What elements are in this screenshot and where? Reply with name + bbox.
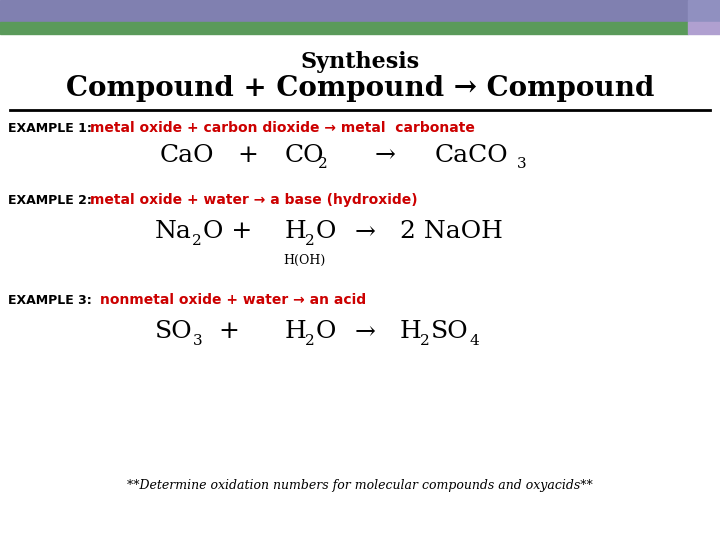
Text: SO: SO: [431, 321, 469, 343]
Text: 3: 3: [517, 157, 526, 171]
Text: 2: 2: [420, 334, 430, 348]
Bar: [688, 22, 720, 34]
Text: Synthesis: Synthesis: [300, 51, 420, 73]
Text: Compound + Compound → Compound: Compound + Compound → Compound: [66, 75, 654, 102]
Text: CaCO: CaCO: [435, 144, 508, 166]
Text: metal oxide + water → a base (hydroxide): metal oxide + water → a base (hydroxide): [90, 193, 418, 207]
Text: Na: Na: [155, 220, 192, 244]
Bar: [688, 0, 720, 22]
Text: 4: 4: [469, 334, 479, 348]
Text: 3: 3: [193, 334, 202, 348]
Text: 2: 2: [318, 157, 328, 171]
Text: →: →: [354, 220, 376, 244]
Text: H: H: [285, 321, 307, 343]
Text: SO: SO: [155, 321, 193, 343]
Text: O +: O +: [203, 220, 252, 244]
Text: H(OH): H(OH): [283, 253, 325, 267]
Text: →: →: [374, 144, 395, 166]
Text: H: H: [400, 321, 422, 343]
Text: O: O: [316, 220, 336, 244]
Text: 2: 2: [305, 234, 315, 248]
Text: EXAMPLE 2:: EXAMPLE 2:: [8, 193, 92, 206]
Bar: [0, 0, 688, 22]
Text: CaO: CaO: [160, 144, 215, 166]
Text: +: +: [218, 321, 239, 343]
Text: EXAMPLE 1:: EXAMPLE 1:: [8, 122, 92, 134]
Text: CO: CO: [285, 144, 325, 166]
Text: **Determine oxidation numbers for molecular compounds and oxyacids**: **Determine oxidation numbers for molecu…: [127, 478, 593, 491]
Text: 2: 2: [305, 334, 315, 348]
Text: H: H: [285, 220, 307, 244]
Text: O: O: [316, 321, 336, 343]
Text: +: +: [238, 144, 258, 166]
Text: 2 NaOH: 2 NaOH: [400, 220, 503, 244]
Text: nonmetal oxide + water → an acid: nonmetal oxide + water → an acid: [100, 293, 366, 307]
Text: metal oxide + carbon dioxide → metal  carbonate: metal oxide + carbon dioxide → metal car…: [90, 121, 475, 135]
Text: →: →: [354, 321, 376, 343]
Bar: [0, 22, 688, 34]
Text: 2: 2: [192, 234, 202, 248]
Text: EXAMPLE 3:: EXAMPLE 3:: [8, 294, 91, 307]
